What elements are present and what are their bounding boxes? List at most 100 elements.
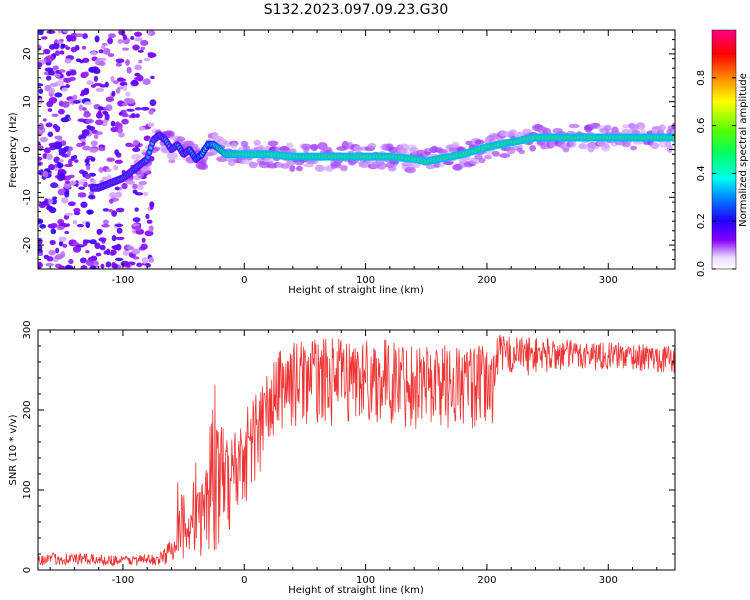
spectrogram-noise-blob [121,182,128,190]
spectrogram-noise-blob [38,169,44,176]
spectrogram-noise-blob [130,35,135,41]
spectrogram-noise-blob [90,157,96,162]
spectrogram-halo-blob [604,124,612,132]
spectrogram-halo-blob [638,125,645,132]
spectrogram-noise-blob [110,126,119,133]
spectrogram-noise-blob [61,101,70,108]
spectrogram-halo-blob [671,129,675,135]
colorbar-gradient [711,29,737,270]
spectrogram-noise-blob [142,78,151,85]
spectrogram-noise-blob [81,141,86,146]
spectrogram-noise-blob [56,225,65,231]
spectrogram-noise-blob [98,57,107,61]
spectrogram-noise-blob [60,173,66,181]
spectrogram-noise-blob [86,80,94,85]
spectrogram-noise-blob [148,109,154,115]
spectrogram-noise-blob [84,158,90,164]
spectrogram-noise-blob [86,125,92,130]
spectrogram-noise-blob [84,173,91,180]
spectrogram-noise-blob [50,182,59,189]
spectrogram-noise-blob [140,243,148,250]
spectrogram-noise-blob [57,30,62,34]
spectrogram-x-label: Height of straight line (km) [288,285,424,296]
spectrogram-noise-blob [132,139,139,146]
spectrogram-noise-blob [56,40,64,45]
spectrogram-noise-blob [47,108,53,112]
snr-x-axis: -100 0 100 200 300 [49,330,658,586]
spectrogram-noise-blob [70,155,76,161]
spectrogram-halo-blob [499,153,511,159]
spectrogram-noise-blob [101,42,108,46]
spectrogram-noise-blob [115,87,121,94]
spectrogram-noise-blob [132,44,140,51]
colorbar-tick-label: 0.4 [696,165,707,181]
spectrogram-noise-blob [116,227,123,234]
spectrogram-noise-blob [93,133,99,140]
y-tick-label: 0 [22,567,33,573]
spectrogram-noise-blob [73,159,79,163]
spectrogram-noise-blob [89,147,98,153]
colorbar-axis: 0.0 0.2 0.4 0.6 0.8 [696,70,736,277]
spectrogram-noise-blob [75,244,85,248]
spectrogram-noise-blob [140,106,150,111]
spectrogram-noise-blob [45,55,54,63]
spectrogram-noise-blob [114,149,119,156]
spectrogram-noise-blob [54,92,63,98]
spectrogram-noise-blob [102,208,110,212]
spectrogram-halo-blob [474,139,485,145]
spectrogram-noise-blob [53,156,61,164]
spectrogram-noise-blob [38,83,44,87]
spectrogram-noise-blob [90,140,98,147]
spectrogram-noise-blob [112,80,119,85]
spectrogram-noise-blob [57,161,62,169]
spectrogram-noise-blob [68,146,73,152]
spectrogram-noise-blob [54,254,64,260]
spectrogram-noise-blob [108,209,114,213]
spectrogram-noise-blob [46,256,54,262]
spectrogram-halo-blob [198,162,209,171]
spectrogram-noise-blob [119,78,127,82]
spectrogram-halo-blob [665,141,672,149]
spectrogram-noise-blob [57,108,65,115]
spectrogram-noise-blob [115,243,122,251]
spectrogram-noise-blob [58,240,64,247]
spectrogram-halo-blob [484,155,493,160]
spectrogram-noise-blob [75,58,82,63]
spectrogram-noise-blob [134,37,143,42]
spectrogram-noise-blob [99,84,107,88]
spectrogram-noise-blob [114,223,124,227]
spectrogram-x-axis: -100 0 100 200 300 [49,30,658,286]
spectrogram-noise-blob [102,111,109,116]
spectrogram-noise-blob [100,263,105,269]
spectrogram-noise-blob [110,120,116,127]
x-tick-label: 300 [599,575,618,586]
spectrogram-noise-blob [90,51,97,56]
spectrogram-noise-blob [140,39,149,46]
y-tick-label: 0 [22,146,33,152]
spectrogram-halo-blob [588,122,601,129]
spectrogram-noise-blob [38,141,41,145]
spectrogram-noise-blob [137,183,144,191]
snr-series [38,334,675,567]
spectrogram-noise-blob [64,163,74,168]
spectrogram-noise-blob [69,180,77,186]
spectrogram-halo-blob [568,123,580,129]
spectrogram-noise-blob [147,31,152,36]
spectrogram-noise-blob [45,75,52,81]
spectrogram-noise-blob [112,263,119,269]
spectrogram-noise-blob [107,37,114,45]
spectrogram-noise-blob [111,245,117,249]
spectrogram-noise-blob [115,58,125,64]
spectrogram-noise-blob [149,99,157,107]
spectrogram-noise-blob [67,201,76,207]
spectrogram-noise-blob [107,53,115,58]
spectrogram-noise-blob [38,122,44,130]
spectrogram-halo-blob [240,140,249,148]
spectrogram-noise-blob [99,244,106,251]
spectrogram-noise-blob [57,188,66,196]
spectrogram-noise-blob [103,219,109,225]
spectrogram-noise-blob [105,104,113,112]
spectrogram-halo-blob [569,139,577,148]
spectrogram-noise-blob [77,181,85,185]
spectrogram-noise-blob [134,192,144,196]
